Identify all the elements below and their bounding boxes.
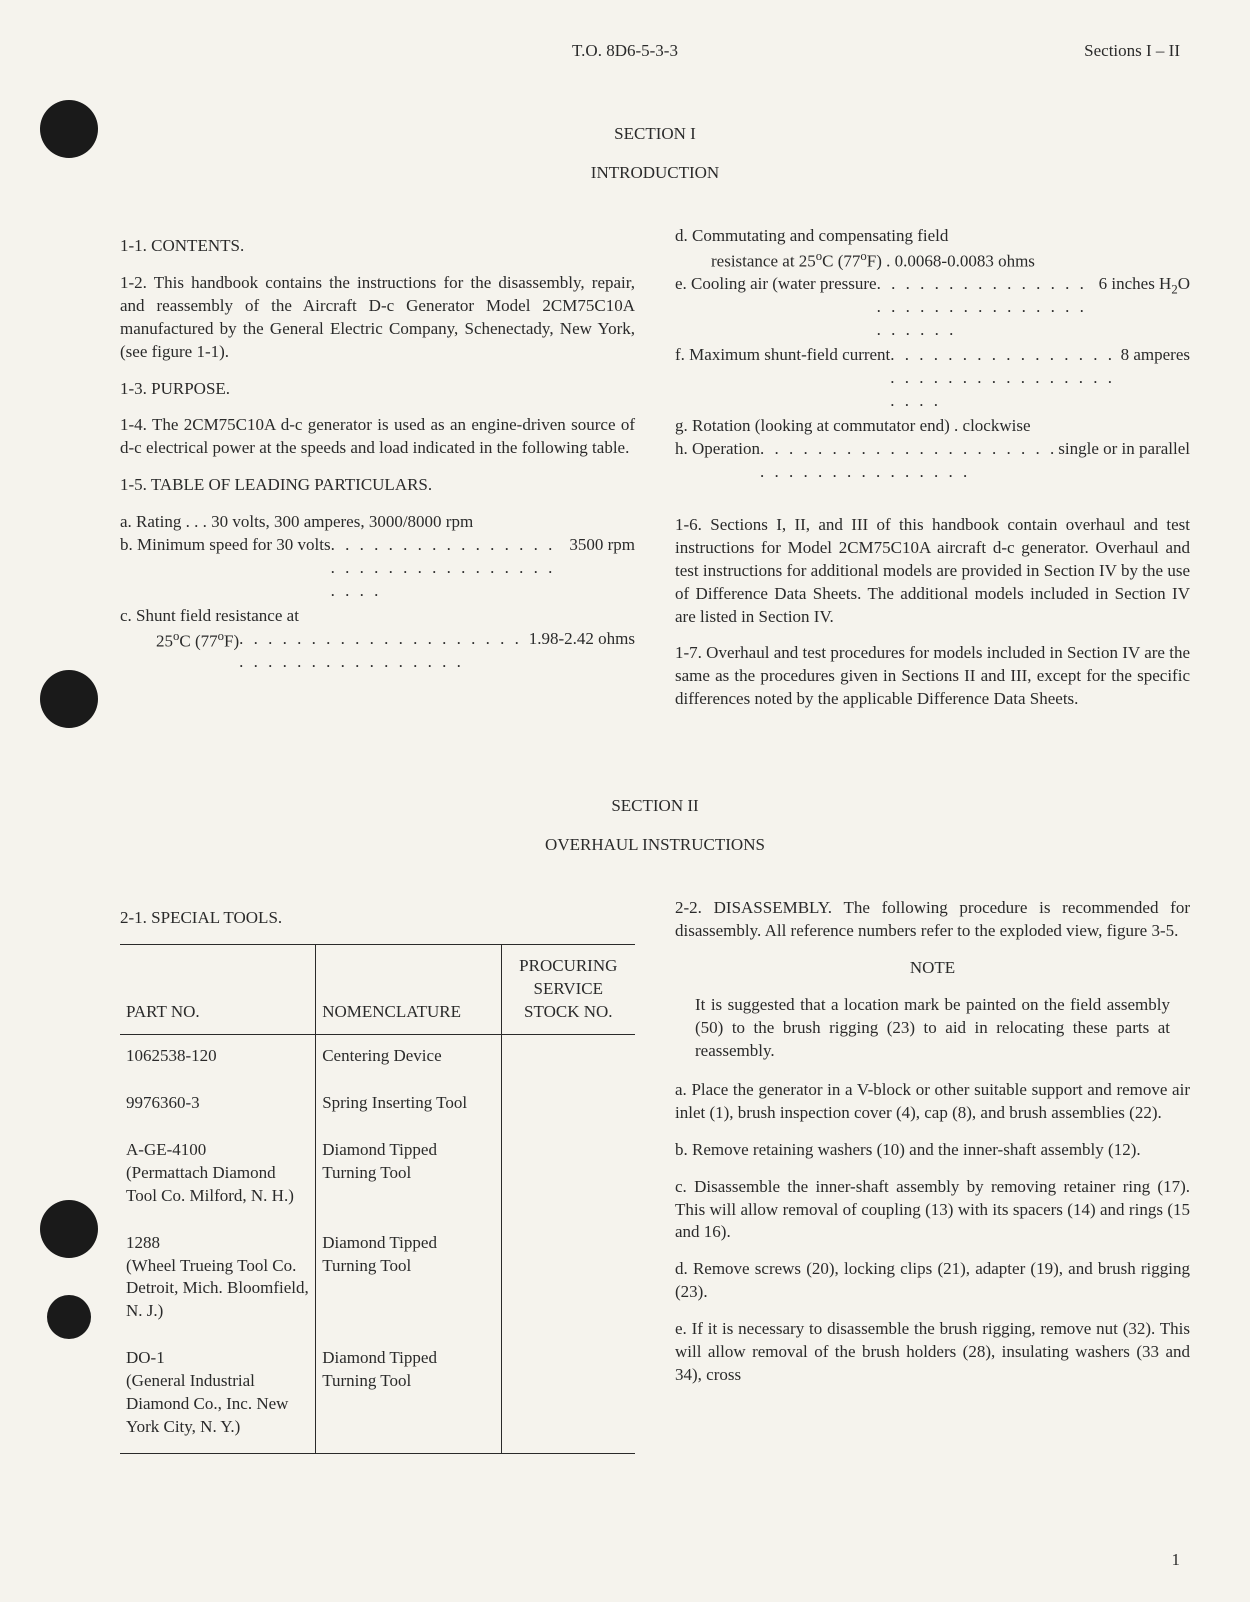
document-page: T.O. 8D6-5-3-3 Sections I – II SECTION I… (0, 0, 1250, 1602)
cell-nomenclature: Centering Device (316, 1034, 501, 1081)
section-2-title: SECTION II (120, 795, 1190, 818)
leader-dots (760, 438, 1058, 484)
section-2-left-column: 2-1. SPECIAL TOOLS. PART NO. NOMENCLATUR… (120, 897, 635, 1454)
purpose-heading: 1-3. PURPOSE. (120, 378, 635, 401)
para-1-4: 1-4. The 2CM75C10A d-c generator is used… (120, 414, 635, 460)
cell-stock-no (501, 1222, 635, 1338)
spec-label: 25oC (77oF) (156, 628, 239, 674)
col-nomenclature: NOMENCLATURE (316, 945, 501, 1035)
cell-stock-no (501, 1129, 635, 1222)
note-body: It is suggested that a location mark be … (675, 994, 1190, 1063)
table-row: 1288(Wheel Trueing Tool Co. Detroit, Mic… (120, 1222, 635, 1338)
section-1-left-column: 1-1. CONTENTS. 1-2. This handbook contai… (120, 225, 635, 725)
disassembly-step: a. Place the generator in a V-block or o… (675, 1079, 1190, 1125)
cell-nomenclature: Spring Inserting Tool (316, 1082, 501, 1129)
cell-part-no: 9976360-3 (120, 1082, 316, 1129)
spec-e: e. Cooling air (water pressure 6 inches … (675, 273, 1190, 342)
header-doc-number: T.O. 8D6-5-3-3 (572, 40, 678, 63)
page-number: 1 (1172, 1549, 1181, 1572)
table-row: 1062538-120Centering Device (120, 1034, 635, 1081)
cell-part-no: A-GE-4100(Permattach Diamond Tool Co. Mi… (120, 1129, 316, 1222)
table-particulars-heading: 1-5. TABLE OF LEADING PARTICULARS. (120, 474, 635, 497)
leader-dots (331, 534, 570, 603)
disassembly-step: d. Remove screws (20), locking clips (21… (675, 1258, 1190, 1304)
cell-nomenclature: Diamond Tipped Turning Tool (316, 1337, 501, 1453)
cell-part-no: DO-1(General Industrial Diamond Co., Inc… (120, 1337, 316, 1453)
spec-label: b. Minimum speed for 30 volts (120, 534, 331, 603)
punch-hole-icon (40, 670, 98, 728)
spec-b: b. Minimum speed for 30 volts 3500 rpm (120, 534, 635, 603)
special-tools-table: PART NO. NOMENCLATURE PROCURINGSERVICEST… (120, 944, 635, 1454)
spec-a: a. Rating . . . 30 volts, 300 amperes, 3… (120, 511, 635, 534)
cell-stock-no (501, 1034, 635, 1081)
cell-part-no: 1288(Wheel Trueing Tool Co. Detroit, Mic… (120, 1222, 316, 1338)
cell-part-no: 1062538-120 (120, 1034, 316, 1081)
col-stock-no: PROCURINGSERVICESTOCK NO. (501, 945, 635, 1035)
section-1-columns: 1-1. CONTENTS. 1-2. This handbook contai… (120, 225, 1190, 725)
para-1-6: 1-6. Sections I, II, and III of this han… (675, 514, 1190, 629)
cell-stock-no (501, 1337, 635, 1453)
disassembly-heading: 2-2. DISASSEMBLY. The following procedur… (675, 897, 1190, 943)
spec-d-line2: resistance at 25oC (77oF) . 0.0068-0.008… (675, 248, 1190, 274)
punch-hole-icon (40, 1200, 98, 1258)
cell-nomenclature: Diamond Tipped Turning Tool (316, 1222, 501, 1338)
leader-dots (877, 273, 1099, 342)
disassembly-step: c. Disassemble the inner-shaft assembly … (675, 1176, 1190, 1245)
spec-value: 3500 rpm (569, 534, 635, 603)
para-1-2: 1-2. This handbook contains the instruct… (120, 272, 635, 364)
spec-label: e. Cooling air (water pressure (675, 273, 877, 342)
section-1-right-column: d. Commutating and compensating field re… (675, 225, 1190, 725)
cell-nomenclature: Diamond Tipped Turning Tool (316, 1129, 501, 1222)
table-row: 9976360-3Spring Inserting Tool (120, 1082, 635, 1129)
table-row: DO-1(General Industrial Diamond Co., Inc… (120, 1337, 635, 1453)
section-2-columns: 2-1. SPECIAL TOOLS. PART NO. NOMENCLATUR… (120, 897, 1190, 1454)
page-header: T.O. 8D6-5-3-3 Sections I – II (120, 40, 1190, 63)
disassembly-step: e. If it is necessary to disassemble the… (675, 1318, 1190, 1387)
section-2-right-column: 2-2. DISASSEMBLY. The following procedur… (675, 897, 1190, 1454)
spec-g: g. Rotation (looking at commutator end) … (675, 415, 1190, 438)
section-1-subtitle: INTRODUCTION (120, 162, 1190, 185)
punch-hole-icon (47, 1295, 91, 1339)
leader-dots (890, 344, 1120, 413)
spec-label: h. Operation (675, 438, 760, 484)
punch-hole-icon (40, 100, 98, 158)
leader-dots (239, 628, 529, 674)
spec-d-line1: d. Commutating and compensating field (675, 225, 1190, 248)
spec-value: 6 inches H2O (1099, 273, 1190, 342)
spec-f: f. Maximum shunt-field current 8 amperes (675, 344, 1190, 413)
section-2-subtitle: OVERHAUL INSTRUCTIONS (120, 834, 1190, 857)
note-title: NOTE (675, 957, 1190, 980)
spec-value: 8 amperes (1121, 344, 1190, 413)
col-part-no: PART NO. (120, 945, 316, 1035)
spec-c-line1: c. Shunt field resistance at (120, 605, 635, 628)
spec-label: f. Maximum shunt-field current (675, 344, 890, 413)
spec-value: 1.98-2.42 ohms (529, 628, 635, 674)
table-row: A-GE-4100(Permattach Diamond Tool Co. Mi… (120, 1129, 635, 1222)
disassembly-step: b. Remove retaining washers (10) and the… (675, 1139, 1190, 1162)
cell-stock-no (501, 1082, 635, 1129)
section-1-title: SECTION I (120, 123, 1190, 146)
header-sections: Sections I – II (1084, 40, 1180, 63)
special-tools-heading: 2-1. SPECIAL TOOLS. (120, 907, 635, 930)
contents-heading: 1-1. CONTENTS. (120, 235, 635, 258)
para-1-7: 1-7. Overhaul and test procedures for mo… (675, 642, 1190, 711)
spec-h: h. Operation single or in parallel (675, 438, 1190, 484)
spec-value: single or in parallel (1058, 438, 1190, 484)
spec-c-line2: 25oC (77oF) 1.98-2.42 ohms (120, 628, 635, 674)
